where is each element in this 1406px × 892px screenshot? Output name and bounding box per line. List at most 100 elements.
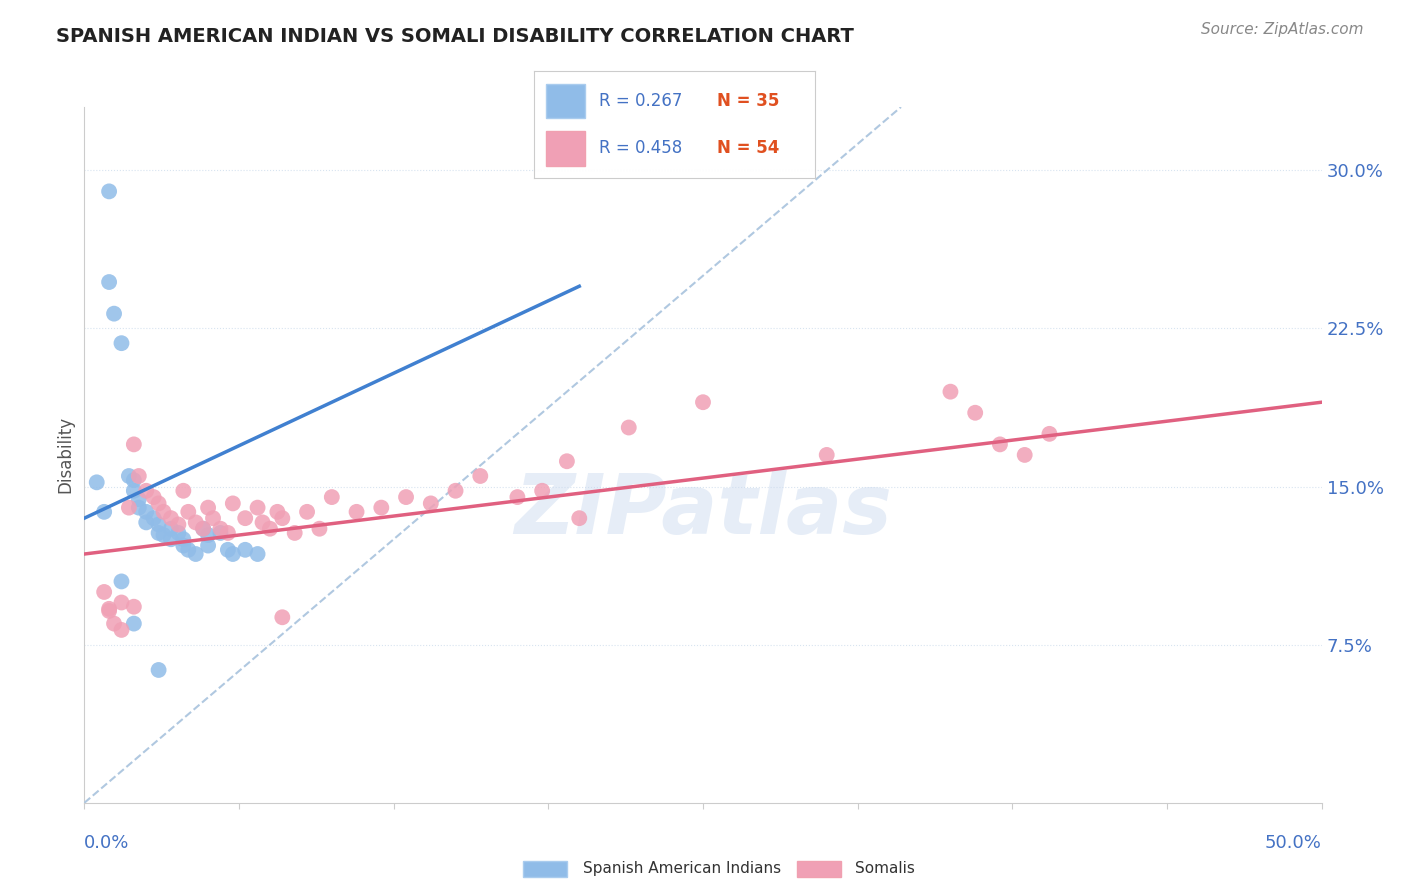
Point: [444, 483, 467, 498]
Point: [122, 616, 145, 631]
Point: [271, 610, 294, 624]
Point: [103, 616, 125, 631]
Point: [259, 522, 281, 536]
Point: [128, 492, 150, 507]
Point: [295, 505, 318, 519]
Point: [148, 663, 170, 677]
Text: N = 35: N = 35: [717, 93, 779, 111]
Point: [470, 469, 492, 483]
Point: [988, 437, 1011, 451]
Point: [370, 500, 392, 515]
Point: [506, 490, 529, 504]
Point: [184, 516, 207, 530]
Point: [419, 496, 441, 510]
Text: Somalis: Somalis: [855, 862, 915, 876]
Point: [128, 500, 150, 515]
Point: [93, 585, 115, 599]
Point: [148, 496, 170, 510]
Point: [233, 542, 256, 557]
Point: [110, 595, 132, 609]
Point: [692, 395, 714, 409]
Point: [191, 522, 214, 536]
Point: [815, 448, 838, 462]
Point: [135, 516, 157, 530]
Point: [160, 533, 183, 547]
Point: [172, 533, 194, 547]
Point: [284, 525, 307, 540]
Point: [93, 505, 115, 519]
Point: [118, 469, 141, 483]
Point: [177, 505, 200, 519]
Point: [167, 525, 190, 540]
Point: [939, 384, 962, 399]
Point: [1014, 448, 1036, 462]
Point: [152, 528, 174, 542]
Point: [160, 511, 183, 525]
Point: [246, 547, 269, 561]
Point: [152, 505, 174, 519]
Point: [1038, 426, 1060, 441]
Text: R = 0.458: R = 0.458: [599, 139, 682, 157]
Point: [191, 522, 214, 536]
Point: [98, 602, 121, 616]
Point: [110, 623, 132, 637]
Point: [531, 483, 554, 498]
Point: [184, 547, 207, 561]
Point: [118, 500, 141, 515]
Point: [103, 307, 125, 321]
Point: [86, 475, 108, 490]
Point: [308, 522, 330, 536]
Point: [98, 275, 121, 289]
Point: [167, 517, 190, 532]
Point: [217, 542, 239, 557]
Point: [209, 525, 232, 540]
Point: [346, 505, 368, 519]
Point: [148, 517, 170, 532]
Point: [98, 185, 121, 199]
Point: [122, 599, 145, 614]
Text: SPANISH AMERICAN INDIAN VS SOMALI DISABILITY CORRELATION CHART: SPANISH AMERICAN INDIAN VS SOMALI DISABI…: [56, 27, 853, 45]
Point: [222, 547, 245, 561]
Point: [160, 522, 183, 536]
Point: [110, 574, 132, 589]
Point: [252, 516, 274, 530]
Point: [128, 469, 150, 483]
FancyBboxPatch shape: [546, 131, 585, 166]
Point: [202, 511, 225, 525]
Point: [217, 525, 239, 540]
Point: [172, 483, 194, 498]
Point: [148, 525, 170, 540]
Point: [271, 511, 294, 525]
Point: [197, 500, 219, 515]
Text: R = 0.267: R = 0.267: [599, 93, 682, 111]
Point: [172, 539, 194, 553]
Point: [142, 490, 165, 504]
FancyBboxPatch shape: [523, 861, 567, 877]
FancyBboxPatch shape: [797, 861, 841, 877]
Point: [135, 483, 157, 498]
Text: 50.0%: 50.0%: [1265, 834, 1322, 852]
Point: [568, 511, 591, 525]
Point: [246, 500, 269, 515]
Point: [177, 542, 200, 557]
Point: [98, 604, 121, 618]
Point: [110, 336, 132, 351]
Point: [555, 454, 578, 468]
FancyBboxPatch shape: [546, 84, 585, 119]
Text: N = 54: N = 54: [717, 139, 779, 157]
Point: [122, 473, 145, 487]
Point: [122, 437, 145, 451]
Point: [135, 505, 157, 519]
Point: [266, 505, 288, 519]
Point: [197, 528, 219, 542]
Point: [197, 539, 219, 553]
Point: [965, 406, 987, 420]
Text: ZIPatlas: ZIPatlas: [515, 470, 891, 551]
Point: [395, 490, 418, 504]
Point: [222, 496, 245, 510]
Text: Source: ZipAtlas.com: Source: ZipAtlas.com: [1201, 22, 1364, 37]
Point: [142, 511, 165, 525]
Point: [233, 511, 256, 525]
Point: [617, 420, 640, 434]
Point: [122, 483, 145, 498]
